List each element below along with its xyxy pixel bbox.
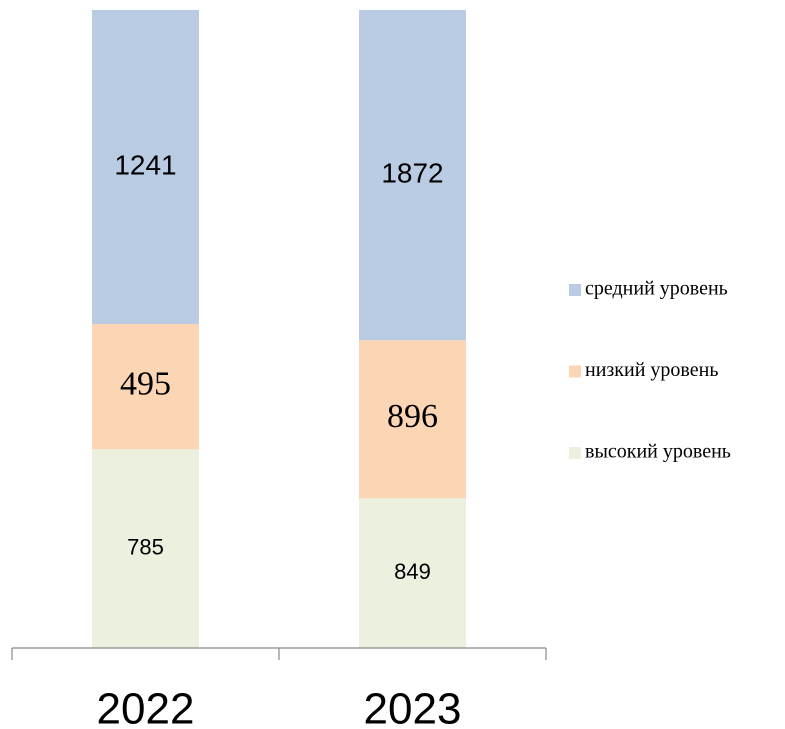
legend-swatch (569, 447, 581, 459)
data-label: 849 (394, 559, 431, 584)
bar-segment (92, 324, 199, 450)
legend-label: средний уровень (585, 278, 728, 300)
data-label: 896 (387, 398, 438, 435)
data-label: 785 (127, 534, 164, 559)
x-tick-label: 2022 (97, 685, 195, 729)
bar-segment (359, 498, 466, 648)
legend-swatch (569, 365, 581, 378)
bar-segment (359, 10, 466, 341)
bar-segment (92, 449, 199, 648)
bar-segment (92, 10, 199, 325)
bar-segment (359, 340, 466, 499)
legend-label: низкий уровень (585, 359, 718, 381)
data-label: 1872 (381, 157, 443, 188)
data-label: 495 (120, 365, 171, 402)
data-label: 1241 (114, 149, 176, 180)
legend-label: высокий уровень (585, 441, 731, 463)
legend-swatch (569, 284, 581, 296)
x-tick-label: 2023 (364, 685, 462, 729)
